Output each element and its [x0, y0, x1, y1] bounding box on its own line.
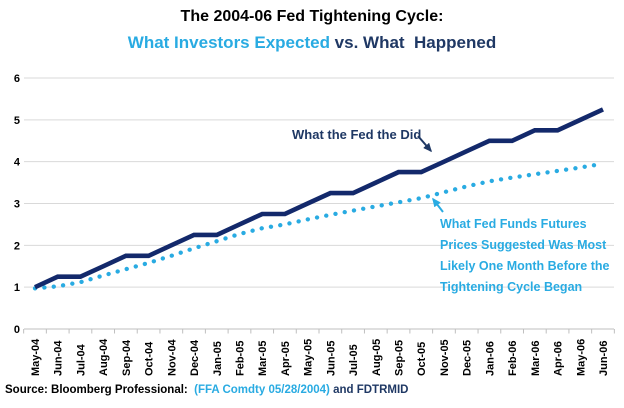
- y-tick-label: 0: [14, 324, 20, 336]
- chart-title: The 2004-06 Fed Tightening Cycle:: [180, 8, 444, 25]
- futures-annotation: What Fed Funds Futures Prices Suggested W…: [432, 197, 610, 294]
- x-tick-label: Aug-05: [371, 339, 383, 376]
- futures-annotation-arrow: [432, 197, 444, 213]
- futures-annotation-line: What Fed Funds Futures: [440, 217, 587, 231]
- fed-funds-rate-line: [34, 107, 604, 290]
- y-tick-label: 4: [14, 157, 21, 169]
- source-prefix-text: Source: Bloomberg Professional:: [5, 384, 195, 396]
- fed-annotation-label: What the Fed the Did: [292, 127, 421, 142]
- x-tick-label: Jun-06: [598, 341, 610, 376]
- x-tick-label: Mar-05: [257, 341, 269, 376]
- x-tick-label: Apr-05: [280, 341, 292, 376]
- chart-subtitle: What Investors Expected vs. What Happene…: [0, 33, 624, 53]
- subtitle-expected-text: What Investors Expected: [127, 33, 330, 52]
- futures-annotation-line: Prices Suggested Was Most: [440, 238, 607, 252]
- x-tick-label: Feb-06: [507, 341, 519, 376]
- x-tick-label: Sep-05: [394, 340, 406, 376]
- gridlines: [24, 77, 614, 330]
- y-tick-label: 3: [14, 199, 20, 211]
- x-axis-ticks: [23, 329, 615, 334]
- futures-dotted-line: [32, 161, 606, 291]
- x-tick-label: May-04: [30, 338, 42, 376]
- futures-annotation-line: Likely One Month Before the: [440, 259, 610, 273]
- subtitle-happened-text: vs. What Happened: [329, 33, 497, 52]
- x-tick-label: Jun-05: [325, 341, 337, 376]
- x-tick-label: Jan-05: [212, 341, 224, 376]
- x-tick-label: May-05: [303, 339, 315, 376]
- futures-annotation-line: Tightening Cycle Began: [440, 280, 582, 294]
- x-tick-label: Mar-06: [530, 341, 542, 376]
- y-tick-label: 2: [14, 240, 20, 252]
- x-tick-label: Jul-04: [75, 343, 87, 376]
- source-line: Source: Bloomberg Professional: (FFA Com…: [5, 384, 619, 396]
- x-tick-label: Feb-05: [234, 341, 246, 376]
- x-tick-label: Jul-05: [348, 344, 360, 376]
- x-tick-label: Dec-05: [462, 340, 474, 376]
- source-ticker-text: (FFA Comdty 05/28/2004): [194, 384, 330, 396]
- source-suffix-text: and FDTRMID: [329, 384, 409, 396]
- fed-annotation-arrow: [417, 135, 432, 153]
- x-tick-label: Jun-04: [53, 340, 65, 376]
- x-tick-label: Aug-04: [98, 338, 110, 376]
- futures-annotation-label: What Fed Funds Futures Prices Suggested W…: [440, 217, 610, 294]
- x-tick-label: Sep-04: [121, 339, 133, 376]
- y-tick-label: 5: [14, 115, 20, 127]
- x-tick-label: Apr-06: [553, 341, 565, 376]
- fed-annotation: What the Fed the Did: [292, 127, 432, 153]
- x-tick-label: Oct-05: [416, 342, 428, 376]
- x-tick-label: Jan-06: [484, 341, 496, 376]
- x-tick-label: Nov-05: [439, 339, 451, 376]
- x-axis-labels: May-04 Jun-04 Jul-04 Aug-04 Sep-04 Oct-04 Nov-…: [30, 338, 610, 376]
- x-tick-label: Nov-04: [166, 338, 178, 376]
- y-tick-label: 1: [14, 282, 20, 294]
- y-axis-labels: 0 1 2 3 4 5 6: [14, 73, 21, 336]
- x-tick-label: Dec-04: [189, 339, 201, 376]
- y-tick-label: 6: [14, 73, 20, 85]
- x-tick-label: May-06: [575, 339, 587, 376]
- x-tick-label: Oct-04: [144, 341, 156, 376]
